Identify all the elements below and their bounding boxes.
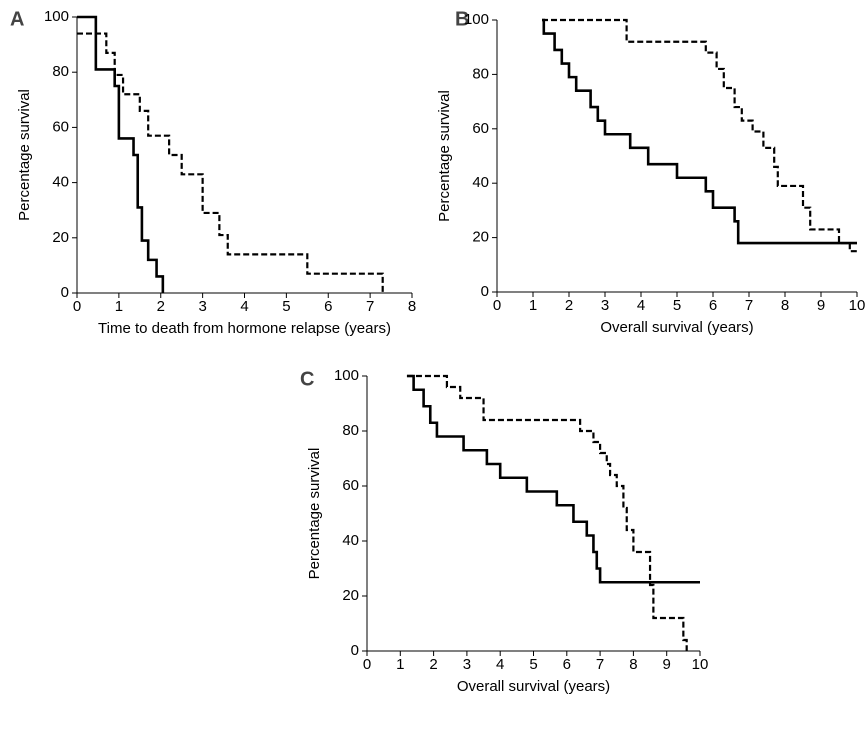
panel-label: C bbox=[300, 368, 314, 390]
x-tick-label: 3 bbox=[198, 298, 206, 315]
y-tick-label: 20 bbox=[52, 229, 69, 246]
survival-curve bbox=[542, 18, 857, 245]
x-tick-label: 4 bbox=[637, 297, 645, 314]
y-axis-label: Percentage survival bbox=[16, 89, 33, 221]
y-tick-label: 20 bbox=[342, 587, 359, 604]
y-tick-label: 100 bbox=[44, 8, 69, 25]
y-tick-label: 0 bbox=[61, 284, 69, 301]
x-tick-label: 5 bbox=[529, 656, 537, 673]
y-tick-label: 40 bbox=[472, 174, 489, 191]
y-axis-label: Percentage survival bbox=[436, 90, 453, 222]
x-tick-label: 7 bbox=[366, 298, 374, 315]
survival-curve bbox=[77, 32, 384, 293]
survival-curve bbox=[77, 15, 165, 293]
y-tick-label: 0 bbox=[351, 642, 359, 659]
x-tick-label: 1 bbox=[396, 656, 404, 673]
y-axis-label: Percentage survival bbox=[306, 448, 323, 580]
x-tick-label: 5 bbox=[673, 297, 681, 314]
x-axis-label: Time to death from hormone relapse (year… bbox=[98, 320, 391, 337]
x-tick-label: 9 bbox=[817, 297, 825, 314]
y-tick-label: 0 bbox=[481, 283, 489, 300]
panel-label: A bbox=[10, 8, 24, 30]
survival-curve bbox=[406, 374, 688, 651]
y-tick-label: 60 bbox=[342, 477, 359, 494]
y-tick-label: 100 bbox=[334, 367, 359, 384]
x-tick-label: 8 bbox=[781, 297, 789, 314]
y-tick-label: 80 bbox=[342, 422, 359, 439]
x-tick-label: 0 bbox=[493, 297, 501, 314]
x-tick-label: 3 bbox=[463, 656, 471, 673]
x-tick-label: 2 bbox=[565, 297, 573, 314]
x-tick-label: 2 bbox=[429, 656, 437, 673]
y-tick-label: 60 bbox=[52, 118, 69, 135]
x-tick-label: 6 bbox=[563, 656, 571, 673]
y-tick-label: 60 bbox=[472, 120, 489, 137]
panel-label: B bbox=[455, 8, 469, 30]
x-tick-label: 1 bbox=[529, 297, 537, 314]
y-tick-label: 100 bbox=[464, 11, 489, 28]
x-tick-label: 6 bbox=[709, 297, 717, 314]
x-tick-label: 10 bbox=[692, 656, 709, 673]
x-tick-label: 10 bbox=[849, 297, 866, 314]
y-tick-label: 20 bbox=[472, 229, 489, 246]
x-axis-label: Overall survival (years) bbox=[600, 319, 753, 336]
x-tick-label: 1 bbox=[115, 298, 123, 315]
y-tick-label: 80 bbox=[52, 63, 69, 80]
x-axis-label: Overall survival (years) bbox=[457, 678, 610, 695]
x-tick-label: 7 bbox=[745, 297, 753, 314]
x-tick-label: 8 bbox=[408, 298, 416, 315]
x-tick-label: 7 bbox=[596, 656, 604, 673]
x-tick-label: 3 bbox=[601, 297, 609, 314]
y-tick-label: 80 bbox=[472, 65, 489, 82]
y-tick-label: 40 bbox=[342, 532, 359, 549]
x-tick-label: 4 bbox=[240, 298, 248, 315]
x-tick-label: 2 bbox=[157, 298, 165, 315]
survival-curve bbox=[406, 374, 700, 584]
x-tick-label: 0 bbox=[73, 298, 81, 315]
x-tick-label: 6 bbox=[324, 298, 332, 315]
x-tick-label: 4 bbox=[496, 656, 504, 673]
x-tick-label: 0 bbox=[363, 656, 371, 673]
x-tick-label: 9 bbox=[663, 656, 671, 673]
x-tick-label: 5 bbox=[282, 298, 290, 315]
y-tick-label: 40 bbox=[52, 174, 69, 191]
survival-curve bbox=[542, 18, 857, 253]
x-tick-label: 8 bbox=[629, 656, 637, 673]
